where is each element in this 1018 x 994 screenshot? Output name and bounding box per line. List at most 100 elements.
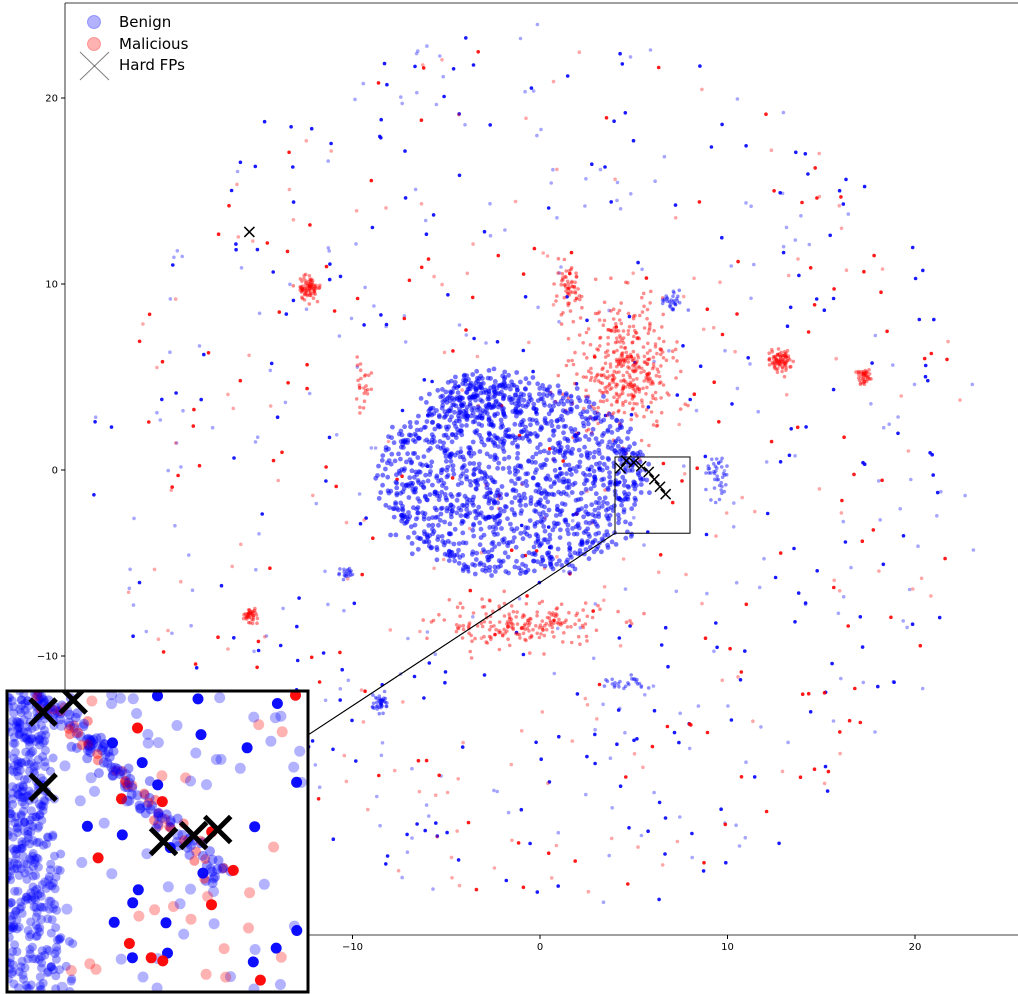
benign-point bbox=[384, 862, 388, 866]
malicious-point bbox=[644, 276, 649, 280]
inset-benign-point bbox=[16, 811, 26, 821]
malicious-point bbox=[626, 354, 630, 359]
inset-benign-point bbox=[19, 782, 28, 792]
benign-point bbox=[606, 411, 612, 417]
benign-point bbox=[808, 710, 813, 714]
malicious-point bbox=[506, 624, 510, 629]
malicious-point bbox=[753, 509, 757, 514]
malicious-point bbox=[555, 613, 559, 617]
benign-point bbox=[487, 568, 492, 573]
benign-point bbox=[295, 658, 300, 663]
benign-point bbox=[405, 832, 409, 837]
malicious-point bbox=[618, 644, 623, 648]
benign-point bbox=[317, 785, 322, 789]
malicious-point bbox=[256, 639, 261, 644]
benign-point bbox=[354, 759, 358, 763]
inset-benign-point bbox=[12, 767, 22, 777]
malicious-point bbox=[777, 352, 782, 356]
benign-point bbox=[488, 385, 493, 391]
benign-point bbox=[455, 427, 460, 432]
benign-point bbox=[179, 465, 183, 469]
benign-point bbox=[614, 418, 620, 424]
malicious-point bbox=[312, 286, 316, 291]
benign-point bbox=[435, 534, 441, 540]
inset-benign-point bbox=[249, 821, 261, 833]
benign-point bbox=[264, 634, 269, 638]
benign-point bbox=[531, 405, 537, 411]
benign-point bbox=[455, 390, 461, 396]
malicious-point bbox=[858, 382, 863, 387]
malicious-point bbox=[700, 601, 704, 606]
benign-point bbox=[334, 433, 339, 437]
benign-point bbox=[653, 179, 657, 183]
malicious-point bbox=[813, 166, 817, 170]
benign-point bbox=[607, 308, 611, 313]
malicious-point bbox=[529, 633, 534, 638]
malicious-point bbox=[308, 287, 313, 291]
malicious-point bbox=[542, 652, 546, 656]
malicious-point bbox=[623, 399, 628, 404]
benign-point bbox=[559, 501, 565, 506]
malicious-point bbox=[664, 358, 669, 363]
benign-point bbox=[497, 402, 503, 408]
benign-point bbox=[452, 383, 458, 389]
inset-arc-point bbox=[73, 727, 84, 738]
malicious-point bbox=[579, 294, 584, 299]
inset-arc-point bbox=[83, 733, 94, 744]
malicious-point bbox=[783, 355, 788, 360]
malicious-point bbox=[505, 629, 509, 633]
benign-point bbox=[576, 447, 582, 453]
malicious-point bbox=[507, 612, 512, 616]
malicious-point bbox=[547, 616, 552, 620]
benign-point bbox=[605, 444, 611, 450]
benign-point bbox=[446, 558, 452, 563]
inset-benign-point bbox=[197, 867, 209, 879]
malicious-point bbox=[357, 383, 362, 388]
benign-point bbox=[534, 411, 540, 417]
inset-benign-point bbox=[9, 858, 19, 868]
benign-point bbox=[474, 428, 480, 433]
malicious-point bbox=[784, 392, 789, 397]
benign-point bbox=[533, 451, 539, 457]
malicious-point bbox=[784, 351, 788, 356]
benign-point bbox=[424, 419, 430, 424]
benign-point bbox=[731, 525, 736, 529]
malicious-point bbox=[547, 611, 552, 615]
malicious-point bbox=[249, 610, 253, 615]
malicious-point bbox=[620, 388, 625, 392]
benign-point bbox=[326, 159, 331, 163]
benign-point bbox=[406, 636, 410, 641]
malicious-point bbox=[465, 271, 470, 276]
benign-point bbox=[593, 727, 597, 732]
benign-point bbox=[598, 419, 604, 424]
benign-point bbox=[528, 422, 533, 428]
benign-point bbox=[720, 122, 724, 127]
benign-point bbox=[601, 702, 605, 707]
benign-point bbox=[257, 532, 261, 536]
malicious-point bbox=[586, 427, 591, 432]
benign-point bbox=[793, 238, 798, 242]
benign-point bbox=[839, 676, 843, 681]
inset-benign-point bbox=[27, 891, 37, 901]
malicious-point bbox=[631, 358, 635, 363]
inset-benign-point bbox=[8, 788, 18, 798]
malicious-point bbox=[250, 617, 254, 621]
inset-benign-point bbox=[14, 729, 24, 739]
malicious-point bbox=[645, 372, 649, 377]
malicious-point bbox=[631, 395, 636, 399]
benign-point bbox=[723, 348, 727, 353]
benign-point bbox=[703, 454, 708, 459]
malicious-point bbox=[631, 316, 636, 321]
inset-benign-point bbox=[12, 716, 22, 726]
benign-point bbox=[557, 535, 563, 540]
inset-benign-point bbox=[15, 705, 25, 714]
benign-point bbox=[459, 518, 465, 524]
inset-benign-point bbox=[48, 878, 58, 888]
malicious-point bbox=[456, 626, 460, 630]
benign-point bbox=[144, 629, 149, 634]
benign-point bbox=[644, 477, 650, 483]
benign-point bbox=[881, 425, 886, 430]
inset-arc-point bbox=[65, 720, 76, 731]
malicious-point bbox=[618, 318, 622, 322]
benign-point bbox=[232, 636, 236, 640]
